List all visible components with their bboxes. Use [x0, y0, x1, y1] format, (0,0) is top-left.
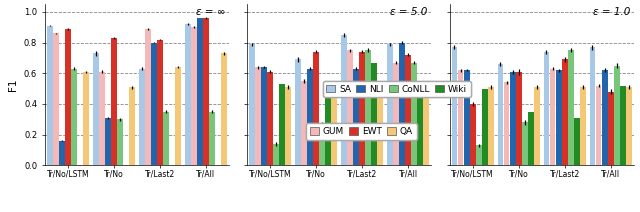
Bar	[562, 60, 568, 165]
Bar	[550, 69, 556, 165]
Legend: SA, NLI, CoNLL, Wiki: SA, NLI, CoNLL, Wiki	[323, 81, 471, 97]
Bar	[285, 87, 291, 165]
Bar	[221, 53, 227, 165]
Bar	[273, 144, 279, 165]
Bar	[504, 82, 509, 165]
Bar	[556, 70, 561, 165]
Bar	[463, 70, 470, 165]
Bar	[470, 104, 476, 165]
Bar	[378, 89, 383, 165]
Bar	[347, 50, 353, 165]
Bar	[626, 87, 632, 165]
Legend: GUM, EWT, QA: GUM, EWT, QA	[307, 123, 417, 140]
Bar	[614, 66, 620, 165]
Bar	[451, 47, 458, 165]
Bar	[589, 47, 595, 165]
Bar	[602, 70, 607, 165]
Bar	[359, 52, 365, 165]
Bar	[83, 72, 89, 165]
Bar	[516, 72, 522, 165]
Bar	[528, 112, 534, 165]
Bar	[313, 52, 319, 165]
Bar	[580, 87, 586, 165]
Bar	[255, 67, 261, 165]
Bar	[196, 18, 203, 165]
Bar	[341, 35, 347, 165]
Bar	[482, 89, 488, 165]
Bar	[111, 38, 116, 165]
Bar	[371, 63, 377, 165]
Bar	[93, 53, 99, 165]
Bar	[163, 112, 169, 165]
Bar	[332, 87, 337, 165]
Bar	[203, 18, 209, 165]
Bar	[185, 24, 191, 165]
Y-axis label: F1: F1	[8, 79, 19, 91]
Bar	[412, 63, 417, 165]
Bar	[145, 29, 150, 165]
Bar	[52, 33, 59, 165]
Bar	[105, 118, 111, 165]
Bar	[99, 72, 105, 165]
Bar	[139, 69, 145, 165]
Bar	[387, 44, 393, 165]
Bar	[151, 43, 157, 165]
Text: ε = ∞: ε = ∞	[196, 7, 225, 17]
Bar	[117, 119, 123, 165]
Bar	[393, 63, 399, 165]
Bar	[568, 50, 573, 165]
Bar	[129, 87, 135, 165]
Bar	[620, 86, 626, 165]
Text: ε = 5.0: ε = 5.0	[390, 7, 428, 17]
Bar	[365, 50, 371, 165]
Bar	[157, 39, 163, 165]
Bar	[573, 118, 580, 165]
Bar	[497, 64, 504, 165]
Bar	[405, 55, 411, 165]
Bar	[509, 72, 515, 165]
Bar	[71, 69, 77, 165]
Bar	[261, 67, 267, 165]
Bar	[301, 81, 307, 165]
Bar	[65, 29, 71, 165]
Bar	[522, 122, 527, 165]
Bar	[534, 87, 540, 165]
Bar	[607, 92, 614, 165]
Bar	[59, 141, 65, 165]
Bar	[249, 44, 255, 165]
Bar	[543, 52, 549, 165]
Bar	[488, 87, 493, 165]
Bar	[295, 60, 301, 165]
Bar	[424, 87, 429, 165]
Bar	[268, 72, 273, 165]
Bar	[47, 26, 52, 165]
Bar	[191, 27, 196, 165]
Bar	[417, 89, 423, 165]
Bar	[399, 43, 405, 165]
Bar	[476, 145, 482, 165]
Bar	[209, 112, 215, 165]
Text: ε = 1.0: ε = 1.0	[593, 7, 630, 17]
Bar	[175, 67, 181, 165]
Bar	[307, 69, 313, 165]
Bar	[319, 124, 325, 165]
Bar	[279, 84, 285, 165]
Bar	[596, 86, 602, 165]
Bar	[458, 70, 463, 165]
Bar	[353, 69, 359, 165]
Bar	[325, 93, 332, 165]
